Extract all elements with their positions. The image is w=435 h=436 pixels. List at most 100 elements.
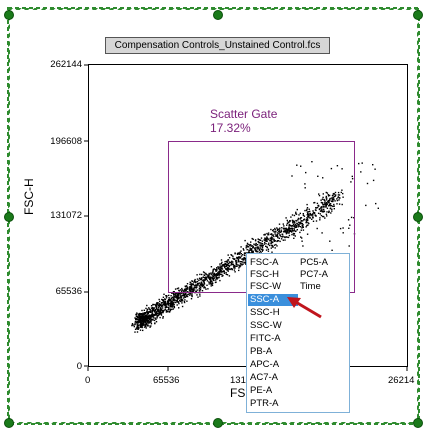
scatter-point — [280, 238, 283, 240]
resize-handle-top[interactable] — [213, 10, 223, 20]
scatter-point — [229, 268, 231, 271]
scatter-point — [143, 309, 145, 311]
scatter-point — [170, 301, 172, 303]
scatter-point — [230, 268, 232, 270]
scatter-point — [235, 263, 238, 265]
scatter-point — [287, 228, 289, 230]
scatter-point — [234, 253, 236, 255]
scatter-point — [220, 265, 222, 267]
scatter-point — [288, 234, 291, 237]
scatter-point — [213, 273, 215, 275]
menu-item-time[interactable]: Time — [300, 281, 321, 292]
scatter-point — [140, 320, 142, 322]
scatter-point — [181, 302, 183, 304]
scatter-point — [196, 278, 199, 280]
scatter-point — [162, 299, 164, 301]
scatter-point — [237, 264, 239, 266]
scatter-point — [273, 231, 275, 233]
scatter-point — [332, 198, 334, 201]
scatter-point — [214, 268, 217, 271]
resize-handle-bottom[interactable] — [213, 418, 223, 428]
scatter-point — [312, 211, 315, 214]
scatter-point — [153, 308, 155, 311]
menu-item-fsc-w[interactable]: FSC-W — [250, 281, 282, 292]
scatter-point — [197, 283, 200, 285]
scatter-point — [270, 239, 272, 241]
scatter-point — [239, 263, 242, 265]
scatter-point — [273, 235, 275, 238]
menu-item-ssc-w[interactable]: SSC-W — [250, 320, 282, 331]
scatter-point — [139, 313, 141, 315]
scatter-point — [213, 268, 215, 270]
menu-item-pb-a[interactable]: PB-A — [250, 346, 273, 357]
scatter-point — [333, 208, 335, 210]
scatter-point — [166, 306, 168, 308]
menu-item-ac7-a[interactable]: AC7-A — [250, 372, 278, 383]
scatter-point — [163, 309, 165, 312]
scatter-point — [164, 302, 166, 304]
scatter-point — [280, 229, 282, 231]
scatter-point — [260, 248, 263, 250]
scatter-point — [186, 288, 189, 290]
scatter-point — [315, 207, 317, 209]
scatter-point — [196, 286, 198, 288]
resize-handle-right[interactable] — [413, 212, 423, 222]
scatter-point — [173, 306, 175, 308]
scatter-point — [136, 331, 139, 333]
scatter-point — [200, 279, 203, 281]
scatter-point — [195, 290, 197, 293]
scatter-point — [139, 323, 142, 325]
scatter-point — [146, 313, 149, 315]
resize-handle-left[interactable] — [4, 212, 14, 222]
menu-item-pc5-a[interactable]: PC5-A — [300, 257, 328, 268]
scatter-point — [164, 307, 167, 309]
scatter-point — [303, 215, 306, 217]
parameter-menu[interactable]: FSC-A FSC-H FSC-W SSC-A SSC-H SSC-W FITC… — [246, 253, 350, 413]
resize-handle-top-left[interactable] — [4, 10, 14, 20]
scatter-point — [319, 219, 321, 221]
red-arrow-icon — [287, 297, 322, 319]
scatter-point — [307, 221, 309, 224]
scatter-point — [278, 228, 280, 230]
menu-item-fitc-a[interactable]: FITC-A — [250, 333, 281, 344]
scatter-point — [312, 213, 314, 215]
scatter-point — [236, 261, 238, 264]
menu-item-ssc-h[interactable]: SSC-H — [250, 307, 280, 318]
scatter-point — [308, 222, 310, 225]
scatter-point — [308, 208, 310, 210]
scatter-point — [230, 264, 232, 266]
scatter-point — [205, 288, 207, 290]
scatter-point — [191, 280, 194, 283]
scatter-point — [157, 309, 159, 312]
scatter-point — [154, 314, 156, 316]
scatter-point — [176, 287, 179, 290]
scatter-point — [187, 287, 189, 289]
scatter-point — [221, 266, 223, 268]
menu-item-pc7-a[interactable]: PC7-A — [300, 269, 328, 280]
scatter-point — [219, 273, 222, 276]
scatter-point — [326, 215, 328, 217]
menu-item-fsc-h[interactable]: FSC-H — [250, 269, 280, 280]
scatter-point — [296, 220, 298, 222]
scatter-point — [156, 314, 159, 316]
resize-handle-top-right[interactable] — [413, 10, 423, 20]
scatter-point — [183, 291, 185, 293]
menu-item-pe-a[interactable]: PE-A — [250, 385, 273, 396]
scatter-point — [324, 202, 326, 204]
scatter-point — [261, 242, 263, 245]
menu-item-apc-a[interactable]: APC-A — [250, 359, 280, 370]
scatter-point — [244, 252, 246, 254]
scatter-point — [176, 300, 178, 303]
scatter-point — [283, 227, 285, 229]
menu-item-fsc-a[interactable]: FSC-A — [250, 257, 279, 268]
scatter-point — [227, 270, 229, 272]
scatter-point — [222, 264, 224, 266]
menu-item-ptr-a[interactable]: PTR-A — [250, 398, 279, 409]
scatter-point — [138, 327, 140, 330]
scatter-point — [179, 297, 181, 299]
scatter-point — [372, 164, 374, 166]
scatter-point — [342, 192, 344, 195]
resize-handle-bottom-right[interactable] — [413, 418, 423, 428]
resize-handle-bottom-left[interactable] — [4, 418, 14, 428]
menu-item-ssc-a[interactable]: SSC-A — [248, 294, 298, 306]
